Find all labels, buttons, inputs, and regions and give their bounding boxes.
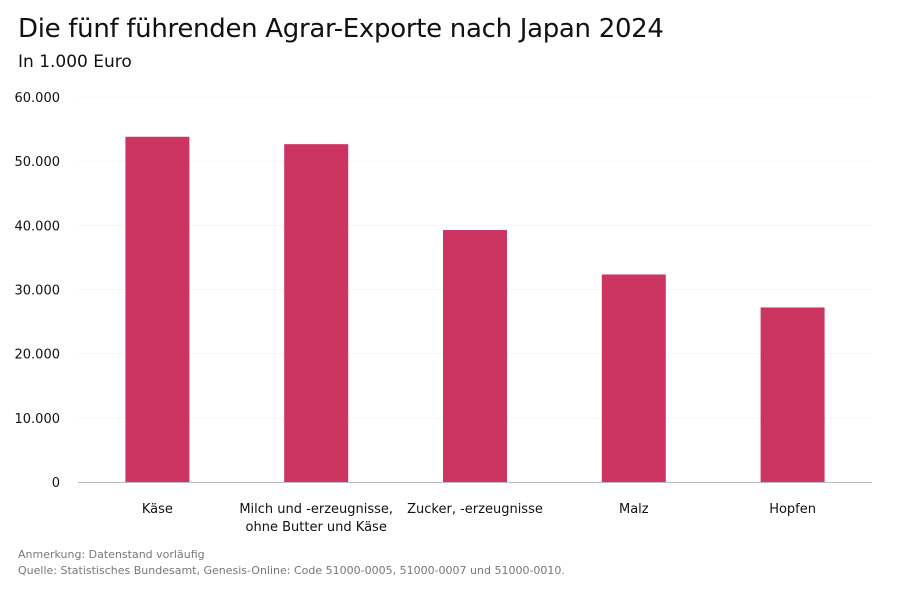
y-tick-label: 30.000 [15,284,61,299]
x-tick-label: Malz [619,502,649,517]
x-tick-label: Käse [142,502,173,517]
x-tick-label: Milch und -erzeugnisse, [239,502,393,517]
bar [760,307,825,482]
y-tick-label: 60.000 [15,91,61,106]
bar [284,144,349,482]
y-tick-label: 20.000 [15,348,61,363]
y-tick-label: 50.000 [15,155,61,170]
y-tick-label: 0 [52,476,60,491]
chart-subtitle: In 1.000 Euro [18,52,132,72]
y-tick-label: 10.000 [15,412,61,427]
bar [601,274,666,482]
y-tick-label: 40.000 [15,219,61,234]
chart-title: Die fünf führenden Agrar-Exporte nach Ja… [18,14,664,44]
x-tick-label: Zucker, -erzeugnisse [407,502,543,517]
source-note: Quelle: Statistisches Bundesamt, Genesis… [18,564,565,577]
bar [125,136,190,483]
bar [443,230,507,482]
x-tick-label: Hopfen [769,502,816,517]
x-tick-label: ohne Butter und Käse [246,520,387,535]
footnote: Anmerkung: Datenstand vorläufig [18,548,205,561]
